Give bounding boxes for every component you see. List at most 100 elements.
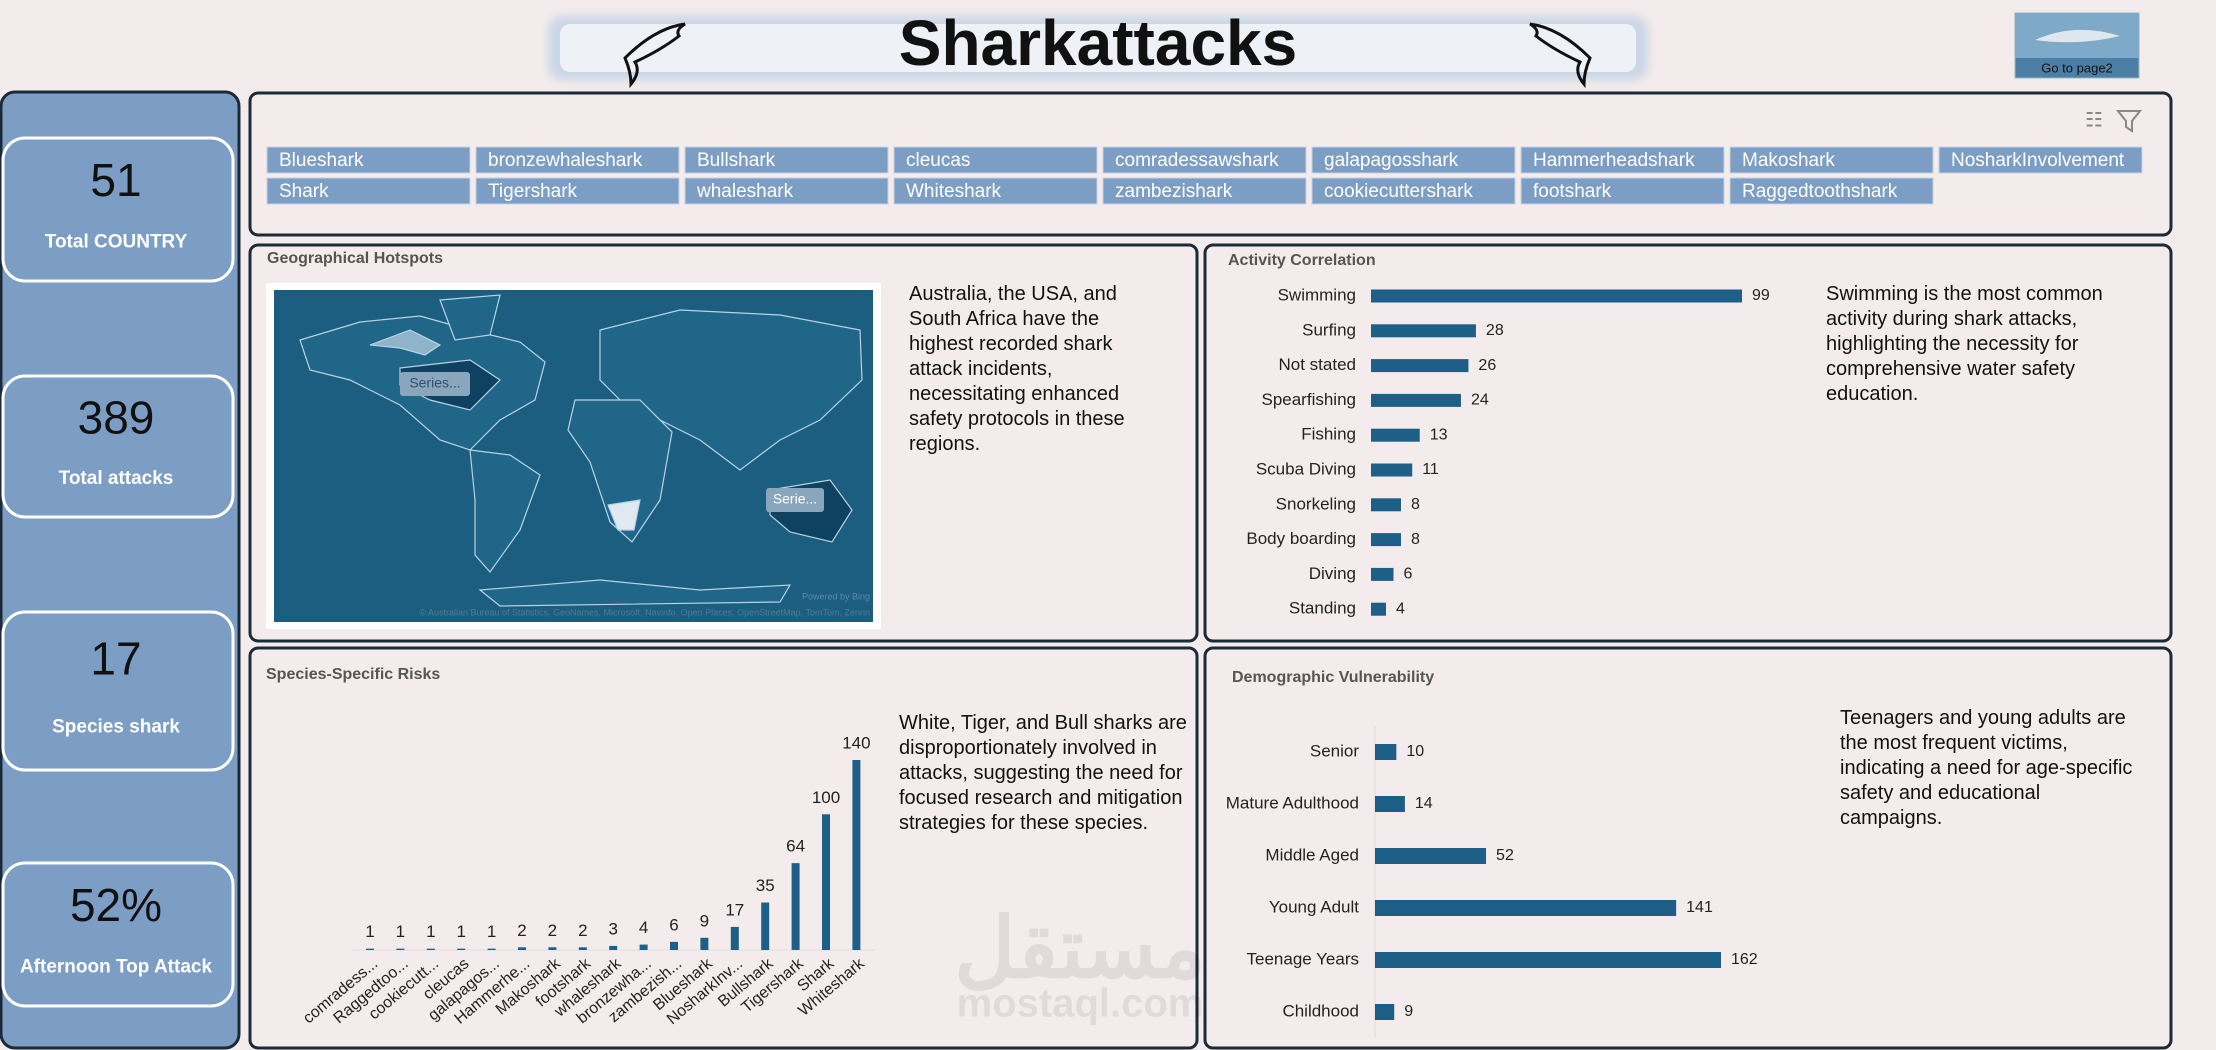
value-label: 2: [548, 921, 557, 940]
slicer-item[interactable]: [893, 146, 1098, 174]
slicer-label[interactable]: comradessawshark: [1115, 150, 1279, 171]
slicer-label[interactable]: cookiecuttershark: [1324, 181, 1473, 202]
page-button[interactable]: Go to page2: [2014, 12, 2140, 79]
panel-title: Geographical Hotspots: [267, 250, 443, 267]
slicer-item[interactable]: [1102, 177, 1307, 205]
insight-text: Swimming is the most common activity dur…: [1826, 283, 2103, 405]
bar: [1371, 428, 1420, 442]
button-label[interactable]: Go to page2: [2041, 60, 2113, 75]
slicer-item[interactable]: [1729, 146, 1934, 174]
value-label: 8: [1411, 496, 1420, 513]
value-label: 24: [1471, 392, 1489, 409]
slicer-item[interactable]: [1729, 177, 1934, 205]
value-label: 52: [1496, 847, 1514, 864]
value-label: 100: [812, 788, 840, 807]
value-label: 141: [1686, 899, 1713, 916]
slicer-item[interactable]: [1102, 146, 1307, 174]
value-label: 2: [578, 921, 587, 940]
value-label: 99: [1752, 287, 1770, 304]
category-label: Fishing: [1301, 425, 1356, 444]
bar: [578, 947, 587, 950]
bar: [1371, 498, 1401, 512]
slicer-item[interactable]: [1938, 146, 2143, 174]
bar: [670, 941, 678, 950]
slicer-label[interactable]: galapagosshark: [1324, 150, 1459, 171]
value-label: 140: [842, 733, 870, 752]
category-label: Spearfishing: [1261, 390, 1356, 409]
bar: [1371, 393, 1461, 407]
demographic-panel: [1203, 646, 2173, 1050]
category-label: Swimming: [1278, 285, 1356, 304]
value-label: 11: [1422, 461, 1439, 478]
slicer-label[interactable]: Shark: [279, 181, 329, 202]
slicer-label[interactable]: whaleshark: [696, 181, 794, 202]
bar: [852, 760, 861, 950]
shark-icon: [623, 22, 686, 89]
value-label: 10: [1406, 743, 1424, 760]
value-label: 26: [1478, 357, 1496, 374]
slicer-item[interactable]: [475, 177, 680, 205]
value-label: 1: [396, 922, 405, 941]
value-label: 1: [487, 922, 496, 941]
slicer-item[interactable]: [266, 146, 471, 174]
page-title: Sharkattacks: [899, 7, 1297, 79]
shark-icon: [1529, 22, 1592, 89]
slicer-label[interactable]: Bullshark: [697, 150, 776, 171]
slicer-item[interactable]: [475, 146, 680, 174]
slicer-label[interactable]: Blueshark: [279, 150, 364, 171]
value-label: 4: [639, 918, 648, 937]
bar: [1371, 602, 1386, 616]
clear-filter-icon[interactable]: [2115, 110, 2143, 133]
slicer-item[interactable]: [1520, 177, 1725, 205]
slicer-item[interactable]: [1520, 146, 1725, 174]
category-label: Mature Adulthood: [1226, 793, 1359, 812]
value-label: 35: [756, 876, 775, 895]
bar: [1371, 533, 1401, 547]
category-label: Snorkeling: [1276, 494, 1356, 513]
insight-text: White, Tiger, and Bull sharks are dispro…: [899, 712, 1187, 834]
category-label: Surfing: [1302, 320, 1356, 339]
bar: [396, 948, 405, 950]
slicer-label[interactable]: Hammerheadshark: [1533, 150, 1695, 171]
value-label: 6: [669, 915, 678, 934]
bar: [518, 947, 526, 950]
select-icon[interactable]: ☷: [2085, 109, 2103, 131]
kpi-card: [1, 136, 235, 283]
slicer-item[interactable]: [893, 177, 1098, 205]
slicer-label[interactable]: zambezishark: [1115, 181, 1233, 202]
africa: [567, 399, 673, 543]
bar: [366, 948, 374, 950]
value-label: 13: [1430, 426, 1448, 443]
bar: [548, 947, 557, 950]
slicer-item[interactable]: [684, 177, 889, 205]
value-label: 64: [786, 837, 805, 856]
slicer-label[interactable]: bronzewhaleshark: [488, 150, 643, 171]
slicer-label[interactable]: Raggedtoothshark: [1742, 181, 1898, 202]
category-label: Childhood: [1282, 1001, 1359, 1020]
slicer-label[interactable]: footshark: [1533, 181, 1612, 202]
panel-title: Demographic Vulnerability: [1232, 669, 1434, 686]
slicer-label[interactable]: Tigershark: [488, 181, 578, 202]
category-label: Senior: [1310, 741, 1359, 760]
value-label: 28: [1486, 322, 1504, 339]
bar: [791, 863, 800, 950]
kpi-label: Total COUNTRY: [45, 231, 188, 252]
value-label: 8: [1411, 531, 1420, 548]
slicer-label[interactable]: cleucas: [906, 150, 970, 171]
panel-title: Species-Specific Risks: [266, 666, 440, 683]
slicer-label[interactable]: Makoshark: [1742, 150, 1835, 171]
slicer-label[interactable]: Whiteshark: [906, 181, 1002, 202]
value-label: 9: [1404, 1003, 1413, 1020]
slicer-item[interactable]: [266, 177, 471, 205]
slicer-label[interactable]: NosharkInvolvement: [1951, 150, 2125, 171]
slicer-item[interactable]: [684, 146, 889, 174]
kpi-card: [1, 610, 235, 772]
slicer-item[interactable]: [1311, 146, 1516, 174]
title-banner-inner: [560, 24, 1636, 72]
activity-panel: [1203, 243, 2173, 643]
insight-text: Australia, the USA, and South Africa hav…: [909, 283, 1125, 455]
bar: [1371, 359, 1469, 373]
category-label: Diving: [1309, 564, 1356, 583]
slicer-item[interactable]: [1311, 177, 1516, 205]
value-label: 4: [1396, 600, 1405, 617]
